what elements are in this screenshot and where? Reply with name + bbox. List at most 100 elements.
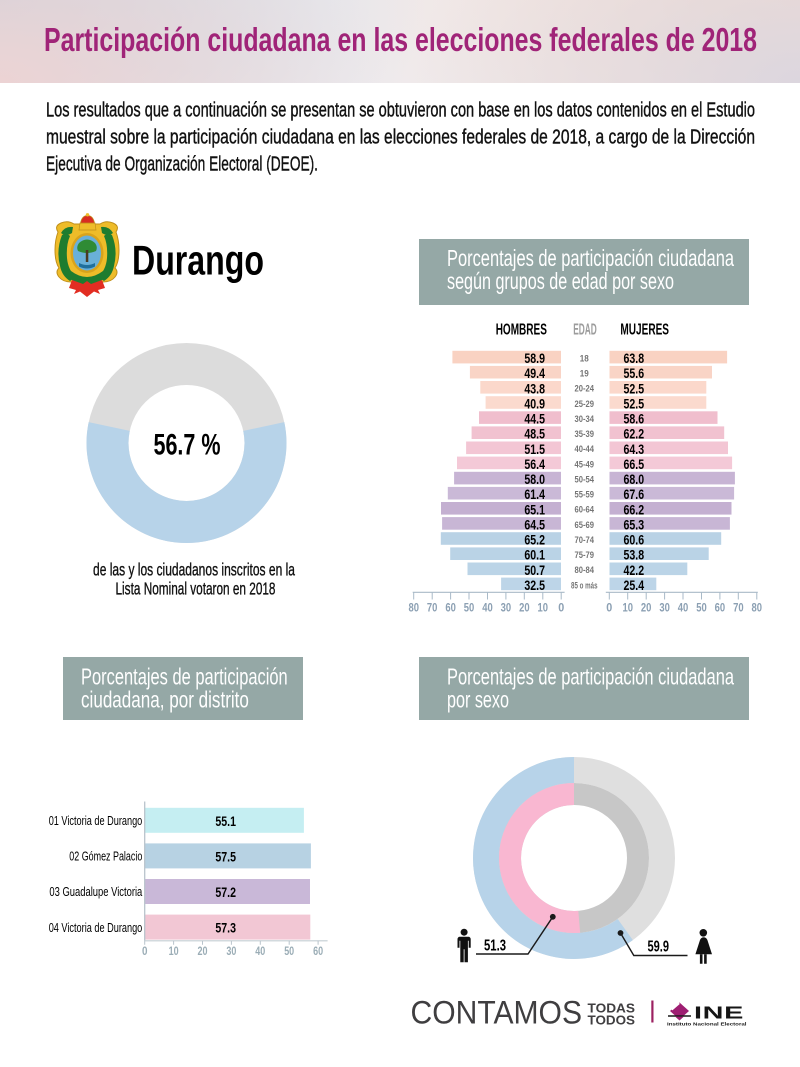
svg-text:44.5: 44.5 xyxy=(524,411,545,427)
svg-text:70: 70 xyxy=(427,603,438,615)
svg-text:67.6: 67.6 xyxy=(624,486,645,502)
svg-text:03 Guadalupe Victoria: 03 Guadalupe Victoria xyxy=(49,884,142,899)
svg-text:30: 30 xyxy=(659,603,670,615)
svg-text:40: 40 xyxy=(482,603,493,615)
svg-text:20: 20 xyxy=(198,944,208,958)
svg-text:68.0: 68.0 xyxy=(624,471,645,487)
svg-text:40.9: 40.9 xyxy=(524,395,545,411)
svg-text:70-74: 70-74 xyxy=(575,535,595,545)
svg-text:01 Victoria de Durango: 01 Victoria de Durango xyxy=(49,813,143,828)
svg-text:18: 18 xyxy=(580,354,589,364)
svg-text:EDAD: EDAD xyxy=(573,322,597,339)
svg-text:80: 80 xyxy=(408,603,419,615)
svg-text:0: 0 xyxy=(142,944,148,958)
svg-text:62.2: 62.2 xyxy=(624,426,645,442)
svg-text:51.5: 51.5 xyxy=(524,441,545,457)
svg-text:Instituto Nacional Electoral: Instituto Nacional Electoral xyxy=(667,1022,747,1028)
svg-text:0: 0 xyxy=(606,603,612,615)
svg-text:40-44: 40-44 xyxy=(575,444,595,454)
svg-text:60.6: 60.6 xyxy=(624,532,645,548)
svg-text:20: 20 xyxy=(641,603,652,615)
svg-text:Los resultados que a continuac: Los resultados que a continuación se pre… xyxy=(46,99,755,121)
svg-text:Porcentajes de participación c: Porcentajes de participación ciudadana xyxy=(447,664,734,690)
svg-text:64.5: 64.5 xyxy=(524,516,545,532)
svg-text:según grupos de edad por sexo: según grupos de edad por sexo xyxy=(447,268,674,294)
svg-text:60: 60 xyxy=(313,944,323,958)
svg-text:ciudadana, por distrito: ciudadana, por distrito xyxy=(81,687,249,713)
svg-text:30: 30 xyxy=(501,603,512,615)
svg-text:66.5: 66.5 xyxy=(624,456,645,472)
svg-text:32.5: 32.5 xyxy=(524,577,545,593)
svg-text:56.7 %: 56.7 % xyxy=(154,429,221,462)
svg-text:10: 10 xyxy=(538,603,549,615)
svg-text:de las y los ciudadanos inscri: de las y los ciudadanos inscritos en la xyxy=(93,560,295,580)
svg-text:57.2: 57.2 xyxy=(215,884,236,900)
svg-text:64.3: 64.3 xyxy=(624,441,645,457)
svg-text:65-69: 65-69 xyxy=(575,520,595,530)
svg-text:55.6: 55.6 xyxy=(624,365,645,381)
svg-text:02 Gómez Palacio: 02 Gómez Palacio xyxy=(69,849,142,864)
svg-text:57.5: 57.5 xyxy=(215,848,236,864)
svg-text:Porcentajes de participación c: Porcentajes de participación ciudadana xyxy=(447,245,734,271)
svg-text:50.7: 50.7 xyxy=(524,562,545,578)
svg-text:48.5: 48.5 xyxy=(524,426,545,442)
svg-text:Durango: Durango xyxy=(132,237,264,284)
svg-text:58.9: 58.9 xyxy=(524,350,545,366)
svg-text:55-59: 55-59 xyxy=(575,490,595,500)
svg-text:80: 80 xyxy=(752,603,763,615)
svg-text:75-79: 75-79 xyxy=(575,550,595,560)
svg-text:Lista Nominal votaron en 2018: Lista Nominal votaron en 2018 xyxy=(116,579,276,599)
svg-text:65.3: 65.3 xyxy=(624,516,645,532)
svg-text:49.4: 49.4 xyxy=(524,365,545,381)
svg-text:59.9: 59.9 xyxy=(648,939,670,956)
svg-text:50: 50 xyxy=(464,603,475,615)
svg-text:10: 10 xyxy=(169,944,179,958)
svg-text:35-39: 35-39 xyxy=(575,429,595,439)
svg-text:MUJERES: MUJERES xyxy=(620,322,669,339)
svg-text:85 o más: 85 o más xyxy=(571,580,598,590)
svg-text:58.6: 58.6 xyxy=(624,411,645,427)
svg-text:30: 30 xyxy=(226,944,236,958)
svg-text:66.2: 66.2 xyxy=(624,501,645,517)
svg-text:60: 60 xyxy=(715,603,726,615)
svg-text:INE: INE xyxy=(694,1003,744,1023)
svg-text:20: 20 xyxy=(519,603,530,615)
svg-text:TODOS: TODOS xyxy=(588,1014,636,1028)
svg-text:60: 60 xyxy=(445,603,456,615)
svg-text:80-84: 80-84 xyxy=(575,565,595,575)
svg-text:52.5: 52.5 xyxy=(624,380,645,396)
svg-text:25-29: 25-29 xyxy=(575,399,595,409)
svg-text:04 Victoria de Durango: 04 Victoria de Durango xyxy=(49,920,143,935)
svg-text:65.1: 65.1 xyxy=(524,501,545,517)
svg-text:65.2: 65.2 xyxy=(524,532,545,548)
svg-text:53.8: 53.8 xyxy=(624,547,645,563)
svg-text:70: 70 xyxy=(733,603,744,615)
svg-text:63.8: 63.8 xyxy=(624,350,645,366)
svg-text:40: 40 xyxy=(255,944,265,958)
svg-text:40: 40 xyxy=(678,603,689,615)
svg-text:CONTAMOS: CONTAMOS xyxy=(411,995,583,1031)
svg-text:Participación ciudadana en las: Participación ciudadana en las eleccione… xyxy=(44,21,757,58)
svg-text:60.1: 60.1 xyxy=(524,547,545,563)
svg-text:muestral sobre la participació: muestral sobre la participación ciudadan… xyxy=(46,126,755,148)
svg-text:50: 50 xyxy=(696,603,707,615)
svg-text:20-24: 20-24 xyxy=(575,384,595,394)
svg-text:45-49: 45-49 xyxy=(575,459,595,469)
svg-text:0: 0 xyxy=(558,603,564,615)
svg-text:43.8: 43.8 xyxy=(524,380,545,396)
svg-text:50: 50 xyxy=(284,944,294,958)
svg-text:10: 10 xyxy=(622,603,633,615)
svg-text:56.4: 56.4 xyxy=(524,456,545,472)
svg-text:25.4: 25.4 xyxy=(624,577,645,593)
svg-text:57.3: 57.3 xyxy=(215,920,236,936)
svg-text:55.1: 55.1 xyxy=(215,813,236,829)
svg-text:60-64: 60-64 xyxy=(575,505,595,515)
svg-text:51.3: 51.3 xyxy=(484,938,506,955)
svg-text:30-34: 30-34 xyxy=(575,414,595,424)
svg-text:50-54: 50-54 xyxy=(575,474,595,484)
svg-text:61.4: 61.4 xyxy=(524,486,545,502)
svg-text:TODAS: TODAS xyxy=(588,1002,636,1016)
svg-text:HOMBRES: HOMBRES xyxy=(496,322,547,339)
svg-text:52.5: 52.5 xyxy=(624,395,645,411)
svg-text:19: 19 xyxy=(580,369,589,379)
